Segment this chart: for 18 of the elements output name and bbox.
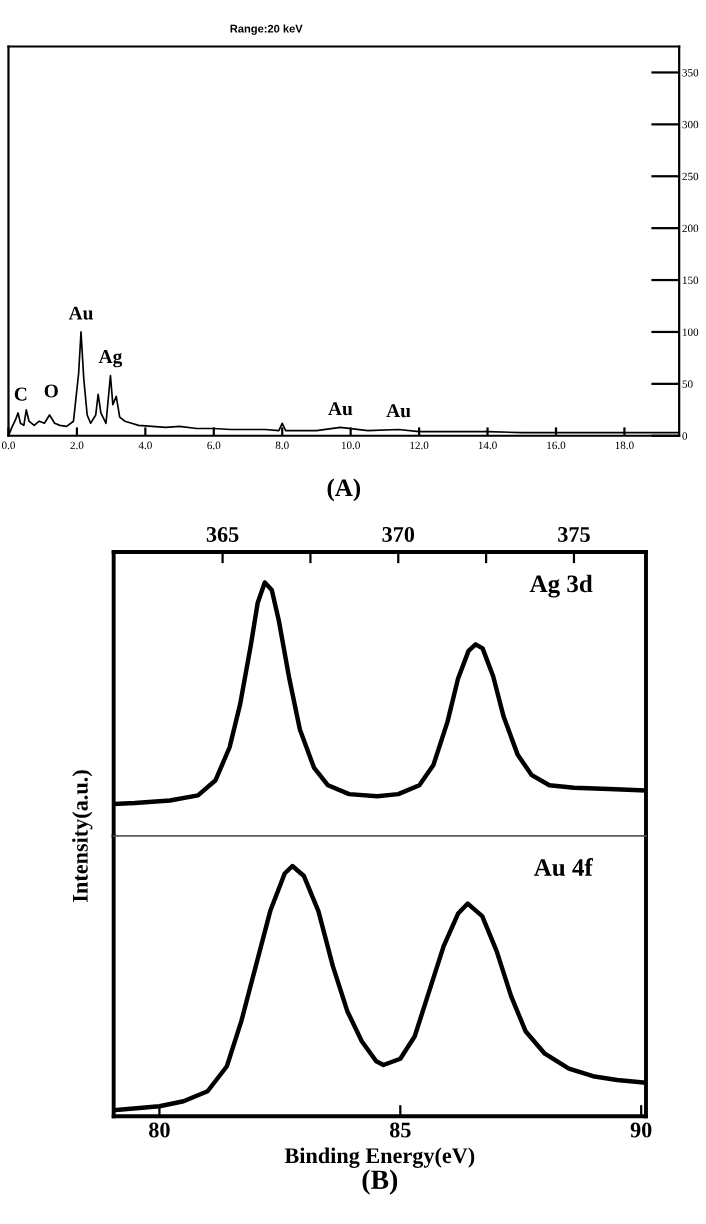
- y-axis-title: Intensity(a.u.): [72, 770, 93, 902]
- x-tick-label: 370: [382, 526, 415, 542]
- text: (B): [362, 1169, 398, 1195]
- x-tick-label: 90: [630, 1122, 652, 1138]
- annotation: Ag: [98, 350, 123, 368]
- annotation: O: [44, 384, 58, 398]
- text: (A): [327, 478, 361, 502]
- annotation: Au: [386, 404, 411, 418]
- x-tick-label: 80: [149, 1122, 170, 1138]
- annotation: Au 4f: [533, 858, 593, 876]
- x-tick-label: 365: [206, 527, 239, 542]
- x-axis-title: Binding Energy(eV): [284, 1147, 475, 1168]
- annotation: C: [14, 387, 27, 401]
- annotation: Au: [328, 402, 353, 416]
- annotation: Au: [68, 306, 93, 320]
- annotation: Ag 3d: [529, 574, 593, 598]
- x-tick-label: 375: [558, 527, 590, 542]
- x-tick-label: 85: [389, 1122, 411, 1138]
